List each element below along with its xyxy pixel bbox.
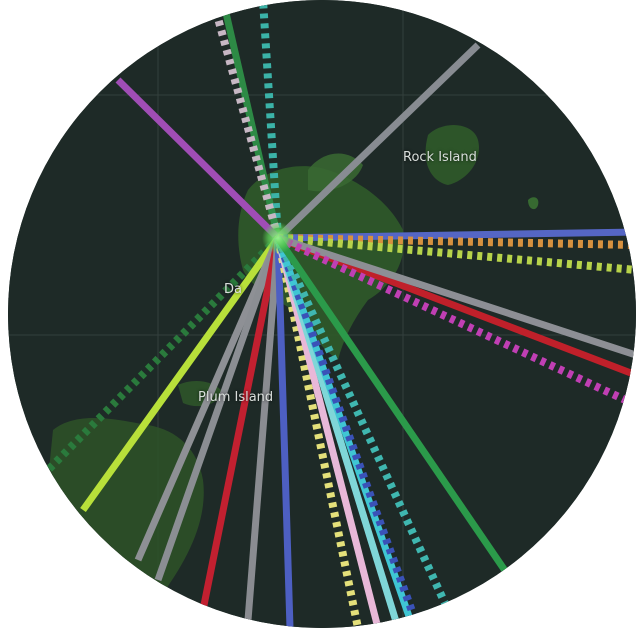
- route-line-15[interactable]: [154, 236, 282, 582]
- route-line-12[interactable]: [45, 235, 281, 473]
- route-line-13[interactable]: [80, 235, 281, 513]
- rock-island-land: [425, 124, 479, 185]
- route-line-4[interactable]: [115, 77, 281, 241]
- hub-marker[interactable]: [262, 222, 294, 254]
- route-line-14[interactable]: [134, 236, 282, 562]
- detroit-harbor-land: [308, 153, 363, 192]
- route-line-18[interactable]: [274, 237, 294, 628]
- route-line-10[interactable]: [276, 234, 636, 359]
- route-line-16[interactable]: [199, 237, 282, 611]
- route-line-3[interactable]: [209, 0, 282, 240]
- map-viewport[interactable]: Rock Island Da Plum Island: [8, 0, 636, 628]
- route-line-6[interactable]: [277, 228, 636, 242]
- route-line-19[interactable]: [274, 237, 362, 628]
- route-line-25[interactable]: [275, 236, 511, 577]
- small-island-east: [528, 197, 539, 210]
- routes-layer: [45, 0, 636, 628]
- route-line-5[interactable]: [275, 42, 481, 241]
- route-line-17[interactable]: [244, 237, 282, 621]
- route-line-24[interactable]: [274, 236, 452, 612]
- map-canvas[interactable]: [8, 0, 636, 628]
